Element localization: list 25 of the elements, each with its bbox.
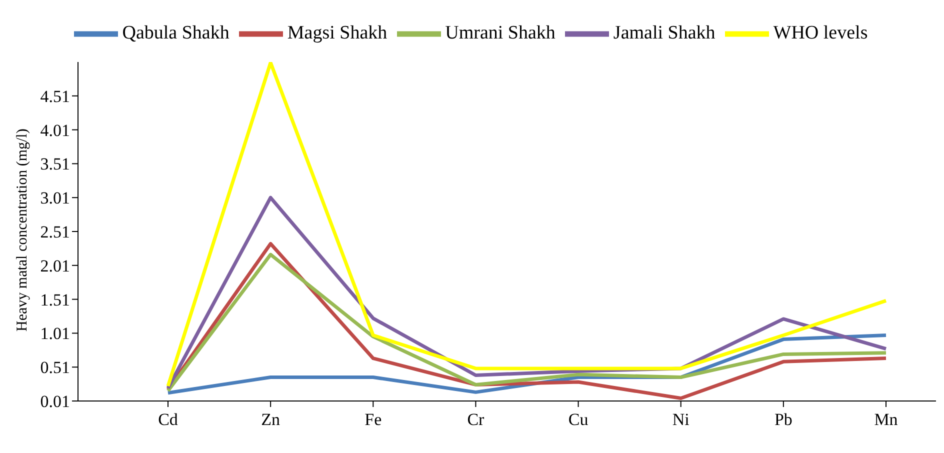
x-tick-label: Cd bbox=[158, 410, 178, 430]
y-tick-label: 2.01 bbox=[40, 256, 70, 276]
x-tick-label: Mn bbox=[874, 410, 898, 430]
y-tick-label: 1.51 bbox=[40, 290, 70, 310]
x-tick-label: Cr bbox=[467, 410, 485, 430]
x-tick-label: Ni bbox=[672, 410, 690, 430]
x-tick-label: Pb bbox=[774, 410, 792, 430]
y-tick-label: 1.01 bbox=[40, 324, 70, 344]
y-tick-label: 3.51 bbox=[40, 154, 70, 174]
legend-label: Magsi Shakh bbox=[287, 22, 388, 44]
x-tick-label: Fe bbox=[364, 410, 382, 430]
legend-label: Qabula Shakh bbox=[122, 22, 230, 44]
y-tick-label: 0.01 bbox=[40, 392, 70, 412]
y-axis-title: Heavy matal concentration (mg/l) bbox=[14, 128, 30, 332]
line-series bbox=[166, 62, 888, 388]
legend-label: WHO levels bbox=[773, 22, 868, 44]
x-tick-label: Zn bbox=[261, 410, 281, 430]
y-tick-label: 0.51 bbox=[40, 358, 70, 378]
x-tick-label: Cu bbox=[568, 410, 589, 430]
legend-label: Umrani Shakh bbox=[445, 22, 556, 44]
legend-label: Jamali Shakh bbox=[613, 22, 716, 44]
y-tick-label: 3.01 bbox=[40, 188, 70, 208]
y-tick-label: 4.01 bbox=[40, 120, 70, 140]
y-tick-label: 4.51 bbox=[40, 86, 70, 106]
y-tick-label: 2.51 bbox=[40, 222, 70, 242]
